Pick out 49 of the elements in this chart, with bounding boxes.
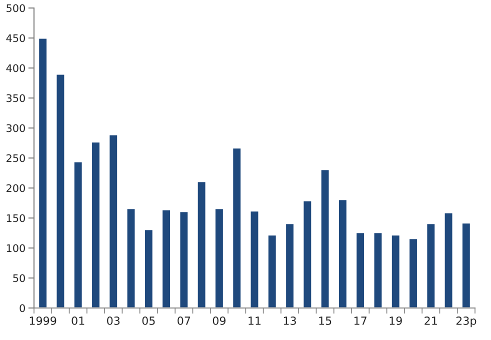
y-tick-label: 300 [6, 124, 25, 132]
x-tick-label: 07 [178, 316, 190, 325]
x-tick-label: 17 [354, 316, 366, 325]
bar [372, 232, 384, 308]
x-tick-label: 01 [72, 316, 84, 325]
y-tick-label: 450 [6, 34, 25, 42]
bar [284, 222, 295, 308]
bar [90, 141, 101, 308]
x-tick-label: 21 [424, 316, 437, 325]
x-tick-label: 23p [456, 316, 476, 328]
bar [408, 238, 418, 308]
x-tick-label: 09 [212, 316, 226, 325]
x-tick-label: 13 [284, 316, 296, 325]
bar [267, 234, 278, 308]
x-tick-label: 19 [390, 316, 402, 325]
bar [178, 210, 190, 308]
y-tick-label: 400 [6, 64, 25, 72]
bar [72, 160, 84, 308]
bar [108, 134, 118, 308]
x-tick-label: 05 [142, 316, 155, 325]
bar [338, 198, 348, 308]
y-tick-label: 200 [6, 184, 25, 192]
bar [390, 234, 401, 308]
bar [55, 73, 66, 308]
bar [38, 37, 48, 308]
y-tick-label: 100 [6, 244, 25, 252]
bar [302, 200, 313, 308]
bar [214, 208, 224, 308]
y-tick-label: 350 [6, 94, 25, 102]
bar [161, 208, 172, 308]
bar [196, 180, 207, 308]
x-tick-label: 1999 [30, 316, 56, 325]
x-tick-label: 03 [107, 316, 120, 325]
bar [320, 168, 330, 308]
bar [249, 210, 260, 308]
y-tick-label: 0 [20, 304, 25, 312]
y-tick-label: 250 [6, 154, 25, 162]
x-tick-label: 11 [248, 316, 261, 325]
bar [426, 222, 436, 308]
y-tick-label: 50 [13, 274, 25, 282]
bar [144, 228, 154, 308]
y-tick-label: 150 [6, 214, 25, 222]
bar [232, 147, 242, 308]
bar [126, 208, 136, 308]
y-tick-label: 500 [6, 4, 25, 12]
bar [355, 232, 366, 308]
bar [461, 222, 472, 308]
bar [443, 212, 454, 308]
x-tick-label: 15 [319, 316, 332, 325]
